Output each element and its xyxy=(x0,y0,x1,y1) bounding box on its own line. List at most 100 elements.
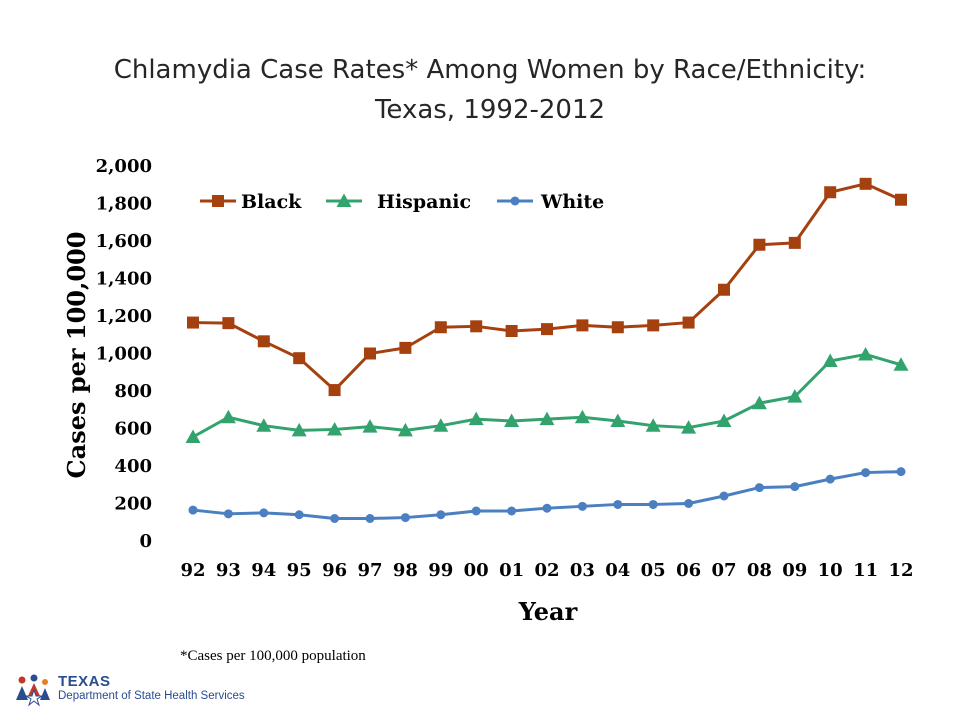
data-point xyxy=(719,491,729,501)
data-point xyxy=(256,418,272,432)
data-point xyxy=(505,325,518,337)
legend-item-white: White xyxy=(497,191,604,213)
y-tick-label: 1,800 xyxy=(96,194,152,215)
legend-label: Hispanic xyxy=(377,191,471,213)
data-point xyxy=(291,422,307,437)
data-point xyxy=(824,186,837,199)
data-point xyxy=(790,482,800,492)
data-point xyxy=(294,510,304,520)
data-point xyxy=(754,483,764,493)
data-point xyxy=(399,341,412,354)
data-point xyxy=(648,499,658,509)
data-point xyxy=(328,384,341,397)
x-tick-label: 99 xyxy=(428,560,453,581)
x-tick-label: 01 xyxy=(499,560,524,581)
data-point xyxy=(434,321,447,334)
footnote: *Cases per 100,000 population xyxy=(180,648,366,664)
data-point xyxy=(330,514,340,523)
data-point xyxy=(471,506,481,516)
data-point xyxy=(185,429,201,443)
x-tick-label: 94 xyxy=(251,560,276,581)
data-point xyxy=(220,409,236,424)
x-tick-label: 07 xyxy=(711,560,736,581)
x-axis-title: Year xyxy=(518,597,578,626)
series-black xyxy=(187,177,907,397)
y-tick-label: 1,400 xyxy=(96,269,152,290)
legend-background xyxy=(178,188,618,214)
data-point xyxy=(504,413,520,427)
data-point xyxy=(259,508,269,518)
data-point xyxy=(507,506,517,516)
data-point xyxy=(682,316,695,329)
x-tick-label: 11 xyxy=(853,560,878,581)
data-point xyxy=(751,395,767,410)
data-point xyxy=(365,514,375,523)
data-point xyxy=(896,467,906,477)
legend-label: White xyxy=(540,191,604,213)
data-point xyxy=(510,196,520,206)
data-point xyxy=(187,316,199,329)
data-point xyxy=(895,193,907,206)
logo-department-text: Department of State Health Services xyxy=(58,690,245,702)
data-point xyxy=(684,499,694,508)
data-point xyxy=(611,321,624,334)
x-tick-label: 03 xyxy=(570,560,595,581)
legend: Black Hispanic White xyxy=(178,188,618,214)
y-tick-label: 1,600 xyxy=(96,231,152,252)
data-point xyxy=(893,357,909,371)
x-tick-label: 96 xyxy=(322,560,347,581)
x-axis-ticks: 92 93 94 95 96 97 98 99 00 01 02 03 04 05 06 07 08 09 10 11… xyxy=(180,560,913,581)
data-point xyxy=(647,319,660,332)
data-point xyxy=(858,346,874,361)
data-point xyxy=(681,420,697,434)
y-tick-label: 600 xyxy=(114,419,152,440)
x-tick-label: 92 xyxy=(180,560,205,581)
series-white xyxy=(188,467,906,523)
data-point xyxy=(223,509,233,519)
y-tick-label: 800 xyxy=(114,381,152,402)
data-point xyxy=(825,474,835,484)
data-point xyxy=(542,503,552,513)
data-point xyxy=(222,317,235,330)
legend-item-hispanic: Hispanic xyxy=(326,191,471,213)
data-point xyxy=(610,413,626,427)
data-point xyxy=(574,409,590,424)
data-point xyxy=(716,413,732,427)
y-axis-title: Cases per 100,000 xyxy=(62,232,91,479)
data-point xyxy=(859,177,872,190)
chart-title-line2: Texas, 1992-2012 xyxy=(374,95,606,125)
x-tick-label: 02 xyxy=(534,560,559,581)
data-point xyxy=(400,513,410,523)
x-tick-label: 06 xyxy=(676,560,701,581)
y-tick-label: 2,000 xyxy=(96,156,152,177)
data-point xyxy=(787,389,803,403)
data-point xyxy=(576,319,589,332)
data-point xyxy=(327,421,343,436)
data-point xyxy=(539,411,555,426)
data-point xyxy=(577,501,587,511)
x-tick-label: 12 xyxy=(888,560,913,581)
x-tick-label: 10 xyxy=(818,560,843,581)
legend-label: Black xyxy=(241,191,302,213)
x-tick-label: 09 xyxy=(782,560,807,581)
data-point xyxy=(188,505,198,515)
data-point xyxy=(212,195,224,207)
y-tick-label: 400 xyxy=(114,456,152,477)
data-point xyxy=(613,499,623,509)
x-tick-label: 93 xyxy=(216,560,241,581)
data-point xyxy=(468,411,484,426)
series-group xyxy=(185,177,909,523)
data-point xyxy=(257,335,270,348)
chart-title: Chlamydia Case Rates* Among Women by Rac… xyxy=(0,50,960,130)
data-point xyxy=(433,418,449,432)
y-tick-label: 1,200 xyxy=(96,306,152,327)
data-point xyxy=(822,353,838,367)
data-point xyxy=(861,468,871,478)
y-tick-label: 1,000 xyxy=(96,344,152,365)
chart-title-line1: Chlamydia Case Rates* Among Women by Rac… xyxy=(113,55,867,85)
x-tick-label: 00 xyxy=(464,560,489,581)
data-point xyxy=(336,193,352,207)
data-point xyxy=(788,236,801,249)
texas-star-people-icon xyxy=(16,674,50,707)
